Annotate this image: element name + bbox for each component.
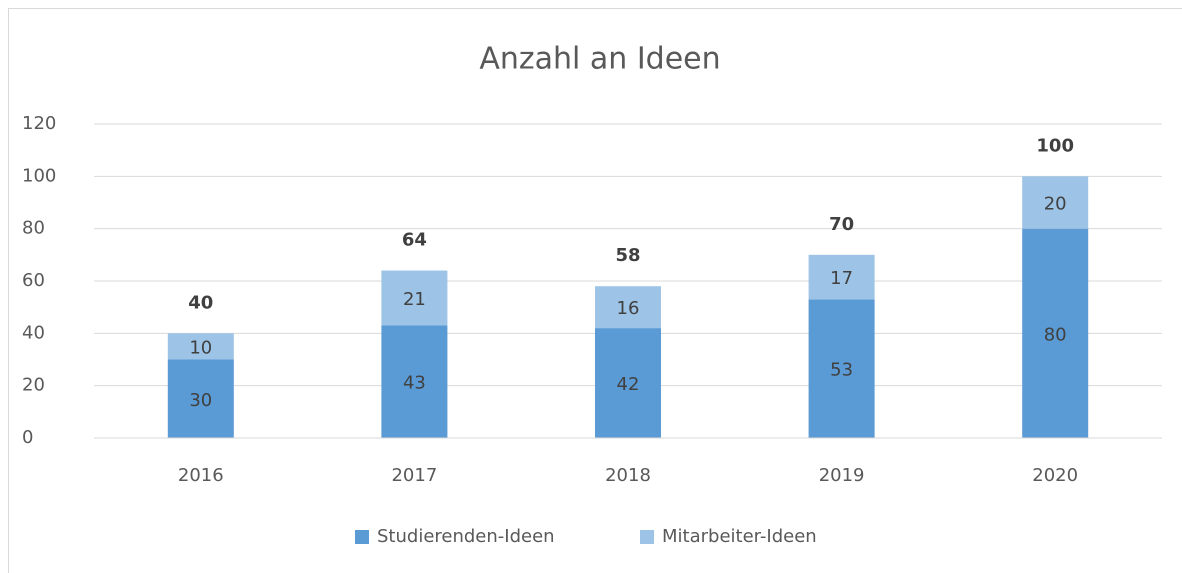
y-tick-label: 80 (22, 218, 45, 239)
bar-segment (1022, 228, 1089, 438)
total-label: 64 (402, 230, 427, 251)
bar-segment (381, 270, 448, 326)
y-tick-label: 40 (22, 322, 45, 343)
y-tick-label: 20 (22, 375, 45, 396)
data-label: 80 (1044, 324, 1067, 345)
total-label: 58 (615, 245, 640, 266)
x-tick-label: 2017 (391, 465, 437, 486)
legend-label: Studierenden-Ideen (377, 526, 555, 547)
bar-segment (381, 325, 448, 438)
y-tick-label: 100 (22, 165, 56, 186)
bar-segment (1022, 176, 1089, 229)
x-tick-label: 2020 (1032, 465, 1078, 486)
x-tick-label: 2019 (819, 465, 865, 486)
data-label: 42 (617, 374, 640, 395)
bar-segment (808, 299, 875, 438)
data-label: 20 (1044, 194, 1067, 215)
legend-label: Mitarbeiter-Ideen (662, 526, 817, 547)
bar-segment (595, 286, 661, 329)
y-tick-label: 120 (22, 113, 56, 134)
total-label: 40 (188, 292, 213, 313)
legend-swatch (355, 530, 369, 544)
data-label: 53 (830, 360, 853, 381)
bar-segment (167, 359, 234, 438)
legend-swatch (640, 530, 654, 544)
data-label: 17 (830, 268, 853, 289)
data-label: 16 (617, 298, 640, 319)
bar-segment (167, 333, 234, 360)
total-label: 100 (1036, 135, 1074, 156)
y-tick-label: 0 (22, 427, 33, 448)
bar-segment (595, 328, 661, 438)
total-label: 70 (829, 214, 854, 235)
chart-border (8, 8, 1182, 573)
data-label: 30 (189, 390, 212, 411)
y-tick-label: 60 (22, 270, 45, 291)
x-tick-label: 2016 (178, 465, 224, 486)
data-label: 43 (403, 373, 426, 394)
x-tick-label: 2018 (605, 465, 651, 486)
data-label: 21 (403, 289, 426, 310)
chart-title: Anzahl an Ideen (479, 42, 720, 77)
data-label: 10 (189, 337, 212, 358)
bar-segment (808, 254, 875, 300)
